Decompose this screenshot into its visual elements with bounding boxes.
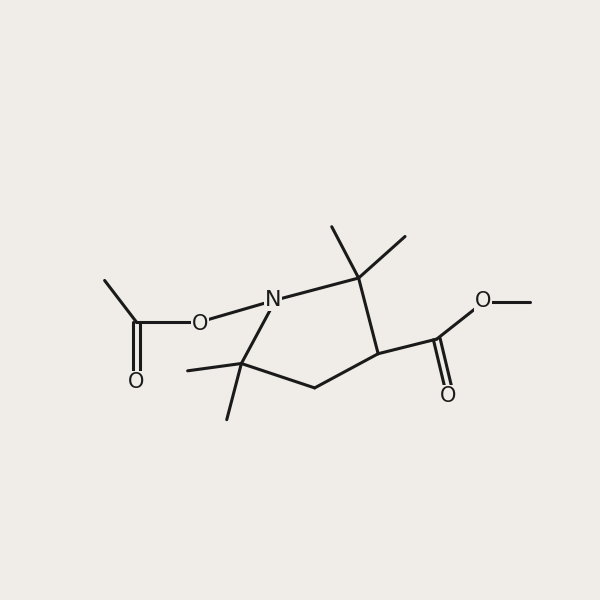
Text: O: O xyxy=(440,386,456,406)
Text: O: O xyxy=(128,371,145,392)
Text: O: O xyxy=(475,292,491,311)
Text: O: O xyxy=(191,314,208,334)
Text: N: N xyxy=(265,290,281,310)
